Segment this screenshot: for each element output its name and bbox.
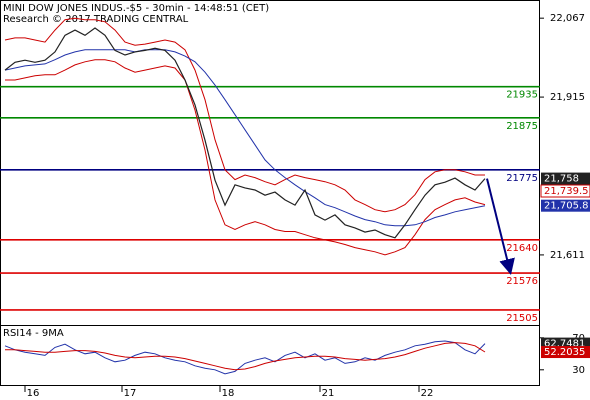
y-tick-label: 22,067 <box>550 13 585 24</box>
last-value-label: 21,758 <box>544 174 579 185</box>
last-value-box <box>541 199 590 212</box>
x-tick-label: 21 <box>322 388 335 399</box>
level-label: 21875 <box>506 121 538 132</box>
y-tick-label: 21,915 <box>550 92 585 103</box>
level-label: 21576 <box>506 276 538 287</box>
level-label: 21505 <box>506 313 538 324</box>
level-label: 21775 <box>506 173 538 184</box>
rsi-title: RSI14 - 9MA <box>3 328 64 339</box>
series-line <box>5 342 486 371</box>
x-tick-label: 22 <box>421 388 434 399</box>
y-tick-label: 21,611 <box>550 250 585 261</box>
series-line <box>4 340 486 375</box>
level-label: 21640 <box>506 243 538 254</box>
series-line <box>5 59 486 256</box>
last-value-label: 62.7481 <box>544 339 585 350</box>
series-line <box>4 49 486 227</box>
x-tick-label: 18 <box>222 388 235 399</box>
frame <box>0 0 540 386</box>
x-tick-label: 17 <box>124 388 137 399</box>
last-value-label: 52.2035 <box>544 347 585 358</box>
last-value-box <box>541 172 590 185</box>
series-line <box>4 17 485 213</box>
last-value-box <box>541 346 590 359</box>
y-tick-label: 30 <box>572 365 585 376</box>
series-line <box>4 27 486 239</box>
level-label: 21935 <box>506 90 538 101</box>
chart-title: MINI DOW JONES INDUS.-$5 - 30min - 14:48… <box>3 3 269 14</box>
forecast-arrow <box>486 178 515 275</box>
annotation: 21,739.5 <box>544 186 589 197</box>
x-tick-label: 16 <box>27 388 40 399</box>
last-value-label: 21,705.8 <box>544 201 589 212</box>
annotation-box <box>540 184 590 198</box>
